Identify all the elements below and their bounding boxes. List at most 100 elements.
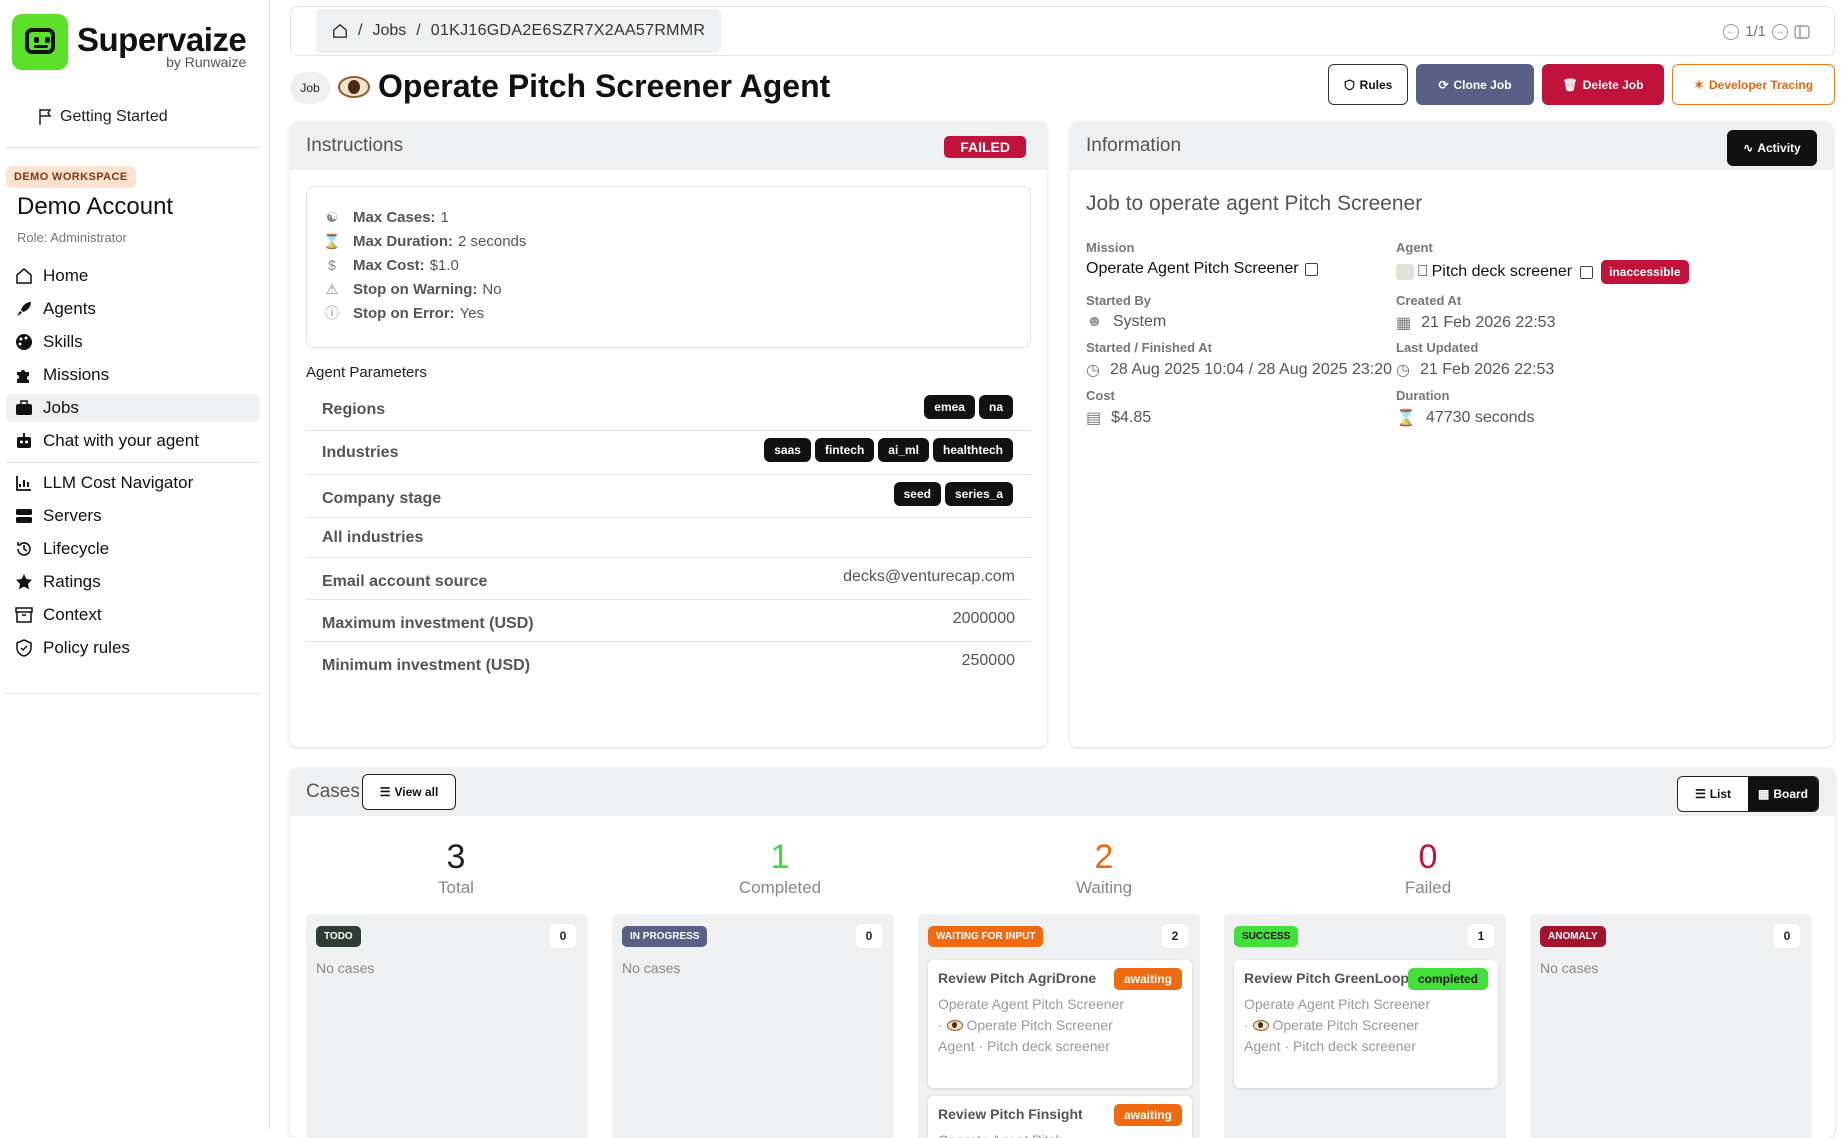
title-row: Job Operate Pitch Screener Agent Rules ⟳… [290, 64, 1835, 108]
clone-job-button[interactable]: ⟳ Clone Job [1416, 64, 1534, 105]
param-regions: Regions emea na [306, 388, 1031, 431]
puzzle-icon [15, 366, 33, 384]
field-value: ☻ System [1086, 313, 1166, 331]
param-label: Regions [322, 401, 386, 418]
secondary-nav: LLM Cost Navigator Servers Lifecycle Rat… [6, 469, 260, 667]
sidebar-item-llm-cost[interactable]: LLM Cost Navigator [6, 469, 260, 497]
workspace-badge: DEMO WORKSPACE [6, 166, 136, 188]
information-card: Information ∿ Activity Job to operate age… [1070, 122, 1833, 747]
mission-link[interactable]: Operate Agent Pitch Screener [1086, 260, 1299, 277]
sidebar-item-missions[interactable]: Missions [6, 361, 260, 389]
error-icon: ⓘ [325, 305, 339, 321]
case-card[interactable]: Review Pitch AgriDrone awaiting Operate … [928, 960, 1192, 1088]
stat-number: 0 [1418, 838, 1438, 876]
getting-started-label: Getting Started [60, 108, 168, 125]
archive-icon [15, 606, 33, 624]
sidebar-item-label: Missions [43, 365, 110, 384]
shield-icon [1344, 78, 1355, 91]
field-label: Duration [1396, 388, 1450, 403]
stat-number: 3 [446, 838, 466, 876]
sidebar-item-chat[interactable]: Chat with your agent [6, 427, 260, 455]
sidebar-item-label: Servers [43, 506, 102, 525]
logo[interactable]: Supervaize by Runwaize [12, 14, 247, 70]
tag: emea [924, 395, 975, 419]
column-count: 0 [856, 924, 882, 948]
column-empty-text: No cases [1540, 960, 1599, 976]
receipt-icon: ▤ [1086, 410, 1102, 427]
sidebar-item-ratings[interactable]: Ratings [6, 568, 260, 596]
param-all-industries: All industries [306, 518, 1031, 558]
started-value: 28 Aug 2025 10:04 / 28 Aug 2025 23:20 [1109, 361, 1393, 378]
column-count: 0 [1774, 924, 1800, 948]
card-title: Instructions [306, 135, 404, 156]
sidebar-item-label: Jobs [43, 398, 79, 417]
previous-icon[interactable]: ← [1723, 23, 1740, 40]
warning-icon: ⚠ [325, 280, 339, 297]
server-icon [15, 507, 33, 525]
tag: na [978, 395, 1013, 419]
card-title: Information [1086, 135, 1182, 156]
star-icon [15, 573, 33, 591]
board-column-in-progress: IN PROGRESS 0 No cases [612, 914, 894, 1138]
sidebar-item-jobs[interactable]: Jobs [6, 394, 260, 422]
param-label: Maximum investment (USD) [322, 615, 534, 632]
case-status-badge: awaiting [1113, 968, 1182, 990]
setting-label: Stop on Error: [353, 304, 455, 322]
column-badge: ANOMALY [1540, 926, 1606, 947]
list-view-button[interactable]: ☰ List [1678, 777, 1748, 811]
last-updated-field: Last Updated ◷ 21 Feb 2026 22:53 [1396, 340, 1554, 380]
bug-icon: ✶ [1693, 77, 1704, 92]
sidebar-item-label: Chat with your agent [43, 431, 199, 450]
sidebar-item-skills[interactable]: Skills [6, 328, 260, 356]
sidebar-item-policy-rules[interactable]: Policy rules [6, 634, 260, 662]
case-title: Review Pitch AgriDrone [938, 970, 1097, 986]
setting-max-duration: ⌛ Max Duration: 2 seconds [323, 229, 1014, 253]
breadcrumb-job-id: 01KJ16GDA2E6SZR7X2AA57RMMR [430, 22, 706, 39]
sidebar-toggle-icon[interactable] [1794, 24, 1810, 39]
stat-total: 3 Total [356, 838, 556, 898]
field-label: Started / Finished At [1086, 340, 1212, 355]
tag: saas [764, 438, 811, 462]
page-title: Operate Pitch Screener Agent [338, 68, 830, 105]
stat-waiting: 2 Waiting [1004, 838, 1204, 898]
view-all-button[interactable]: ☰ View all [362, 774, 456, 810]
cases-icon: ☯ [325, 208, 339, 225]
external-link-icon[interactable] [1304, 262, 1318, 276]
delete-job-button[interactable]: 🗑 Delete Job [1542, 64, 1664, 105]
agent-link[interactable]: Pitch deck screener [1431, 263, 1573, 280]
sidebar-item-context[interactable]: Context [6, 601, 260, 629]
rules-button[interactable]: Rules [1328, 64, 1408, 105]
chart-icon [15, 474, 33, 492]
activity-button[interactable]: ∿ Activity [1727, 130, 1817, 166]
case-card[interactable]: Review Pitch GreenLoop completed Operate… [1234, 960, 1498, 1088]
board-view-button[interactable]: ▦ Board [1748, 777, 1818, 811]
column-badge: SUCCESS [1234, 926, 1299, 947]
developer-tracing-button[interactable]: ✶ Developer Tracing [1672, 64, 1835, 105]
stat-label: Waiting [1075, 878, 1133, 897]
board-label: Board [1773, 787, 1808, 801]
eye-icon [338, 75, 370, 98]
setting-label: Max Cost: [353, 256, 425, 274]
sidebar-item-home[interactable]: Home [6, 262, 260, 290]
home-icon[interactable] [332, 23, 348, 39]
copy-icon: ⟳ [1438, 77, 1449, 92]
case-card[interactable]: Review Pitch Finsight awaiting Operate A… [928, 1096, 1192, 1138]
breadcrumb-jobs-link[interactable]: Jobs [372, 22, 407, 39]
flag-icon [39, 109, 52, 125]
eye-icon [1252, 1020, 1269, 1031]
sidebar-item-label: Lifecycle [43, 539, 110, 558]
case-title: Review Pitch Finsight [938, 1106, 1083, 1122]
next-icon[interactable]: → [1772, 23, 1788, 40]
case-desc-part: Operate Pitch Screener Agent · Pitch dec… [1244, 1017, 1419, 1054]
param-value: 250000 [961, 652, 1015, 669]
stat-label: Total [438, 878, 474, 897]
board-column-success: SUCCESS 1 Review Pitch GreenLoop complet… [1224, 914, 1506, 1138]
sidebar-item-lifecycle[interactable]: Lifecycle [6, 535, 260, 563]
sidebar-item-agents[interactable]: Agents [6, 295, 260, 323]
view-toggle: ☰ List ▦ Board [1677, 776, 1819, 812]
sidebar-item-servers[interactable]: Servers [6, 502, 260, 530]
setting-max-cases: ☯ Max Cases: 1 [323, 205, 1014, 229]
external-link-icon[interactable] [1580, 265, 1594, 279]
getting-started-link[interactable]: Getting Started [38, 108, 168, 126]
instructions-card: Instructions FAILED ☯ Max Cases: 1 ⌛ Max Du… [290, 122, 1047, 747]
